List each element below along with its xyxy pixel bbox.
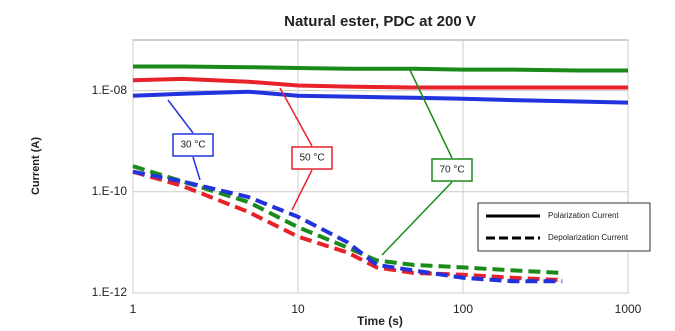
legend-label: Depolarization Current	[548, 233, 629, 242]
annotation-arrow	[381, 181, 453, 256]
x-tick-label: 1	[130, 302, 137, 316]
annotation-box	[172, 133, 214, 157]
annotation-arrow	[291, 169, 313, 211]
chart-title: Natural ester, PDC at 200 V	[284, 13, 476, 30]
annotation-box	[291, 146, 333, 170]
annotation-text: 70 °C	[439, 165, 464, 176]
annotation-arrow	[192, 156, 201, 181]
x-tick-label: 1000	[615, 302, 642, 316]
series-line	[132, 76, 628, 90]
x-tick-label: 10	[291, 302, 305, 316]
legend-box	[477, 202, 651, 252]
y-tick-label: 1.E-10	[92, 184, 128, 198]
y-tick-label: 1.E-12	[92, 285, 128, 299]
series-line	[132, 89, 629, 105]
y-tick-label: 1.E-08	[92, 83, 128, 97]
x-axis-label: Time (s)	[357, 314, 403, 328]
legend-label: Polarization Current	[548, 211, 619, 220]
series-line	[133, 64, 628, 73]
annotation-arrow	[167, 99, 194, 134]
annotation-text: 50 °C	[299, 153, 324, 164]
annotation-arrow	[279, 87, 313, 147]
annotation-arrow	[409, 69, 453, 159]
x-tick-label: 100	[453, 302, 473, 316]
y-axis-label: Current (A)	[30, 137, 42, 195]
annotation-text: 30 °C	[180, 140, 205, 151]
annotation-box	[431, 158, 473, 182]
series-line	[132, 169, 563, 284]
